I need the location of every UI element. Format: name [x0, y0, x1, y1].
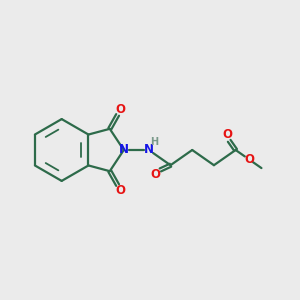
Text: H: H: [150, 137, 158, 147]
Text: O: O: [115, 184, 125, 197]
Text: O: O: [151, 168, 161, 181]
Text: N: N: [144, 143, 154, 157]
Text: O: O: [115, 103, 125, 116]
Text: O: O: [222, 128, 232, 141]
Text: N: N: [119, 143, 129, 157]
Text: O: O: [244, 153, 254, 166]
